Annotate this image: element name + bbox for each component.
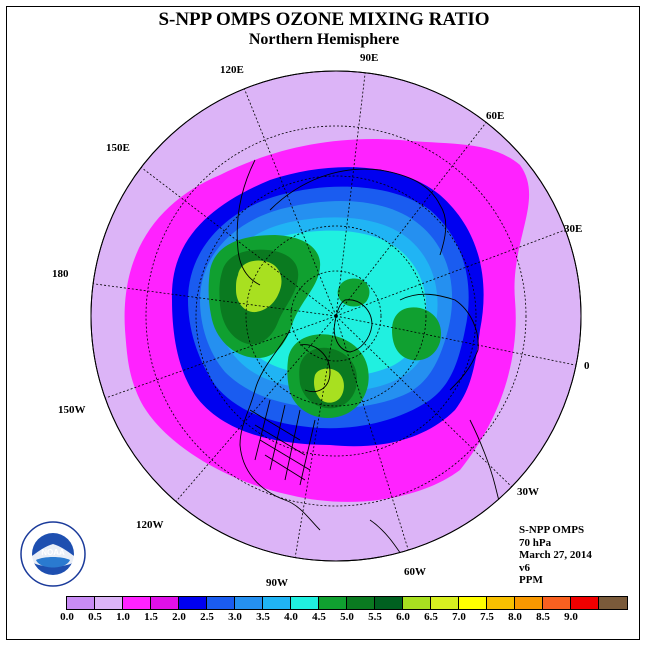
noaa-logo-text: NOAA bbox=[41, 548, 65, 557]
colorbar-swatch bbox=[431, 597, 459, 609]
colorbar-tick-label: 7.0 bbox=[452, 611, 466, 623]
lon-label-90e: 90E bbox=[360, 52, 379, 64]
colorbar-tick-label: 9.0 bbox=[564, 611, 578, 623]
colorbar-tick-label: 5.5 bbox=[368, 611, 382, 623]
colorbar-swatch bbox=[571, 597, 599, 609]
lon-label-60e: 60E bbox=[486, 110, 505, 122]
colorbar bbox=[66, 596, 628, 610]
colorbar-swatch bbox=[599, 597, 627, 609]
colorbar-swatch bbox=[67, 597, 95, 609]
info-instrument: S-NPP OMPS bbox=[519, 524, 585, 536]
colorbar-swatch bbox=[459, 597, 487, 609]
map-title: S-NPP OMPS OZONE MIXING RATIO bbox=[158, 9, 490, 30]
lon-label-30e: 30E bbox=[564, 223, 583, 235]
coast-north-america bbox=[239, 329, 321, 531]
lon-label-0: 0 bbox=[584, 360, 590, 372]
colorbar-tick-label: 8.5 bbox=[536, 611, 550, 623]
lon-label-90w: 90W bbox=[266, 577, 288, 589]
lon-label-150e: 150E bbox=[106, 142, 130, 154]
colorbar-swatch bbox=[151, 597, 179, 609]
lon-label-120w: 120W bbox=[136, 519, 164, 531]
coast-hudson-bay bbox=[299, 344, 331, 392]
colorbar-swatch bbox=[291, 597, 319, 609]
coast-europe bbox=[399, 293, 479, 391]
info-units: PPM bbox=[519, 574, 543, 586]
colorbar-swatch bbox=[207, 597, 235, 609]
colorbar-tick-label: 6.5 bbox=[424, 611, 438, 623]
coast-greenland bbox=[333, 299, 373, 353]
lon-label-60w: 60W bbox=[404, 566, 426, 578]
colorbar-swatch bbox=[235, 597, 263, 609]
colorbar-swatch bbox=[543, 597, 571, 609]
us-grid bbox=[249, 399, 316, 486]
colorbar-swatch bbox=[95, 597, 123, 609]
ozone-field-4.5c bbox=[392, 307, 442, 361]
colorbar-tick-label: 3.0 bbox=[228, 611, 242, 623]
lon-label-180: 180 bbox=[52, 268, 69, 280]
info-block: S-NPP OMPS 70 hPa March 27, 2014 v6 PPM bbox=[519, 524, 592, 587]
lon-label-150w: 150W bbox=[58, 404, 86, 416]
colorbar-tick-label: 0.0 bbox=[60, 611, 74, 623]
ozone-field-5.5b bbox=[314, 368, 344, 403]
colorbar-swatch bbox=[123, 597, 151, 609]
colorbar-tick-label: 2.5 bbox=[200, 611, 214, 623]
colorbar-tick-label: 0.5 bbox=[88, 611, 102, 623]
colorbar-swatch bbox=[515, 597, 543, 609]
colorbar-tick-label: 3.5 bbox=[256, 611, 270, 623]
colorbar-swatch bbox=[375, 597, 403, 609]
colorbar-tick-label: 4.5 bbox=[312, 611, 326, 623]
coast-east-asia bbox=[236, 159, 261, 286]
coast-asia bbox=[269, 168, 447, 256]
colorbar-tick-label: 5.0 bbox=[340, 611, 354, 623]
colorbar-swatch bbox=[487, 597, 515, 609]
plot-frame bbox=[6, 6, 640, 640]
colorbar-tick-label: 6.0 bbox=[396, 611, 410, 623]
colorbar-swatch bbox=[263, 597, 291, 609]
colorbar-tick-label: 1.5 bbox=[144, 611, 158, 623]
colorbar-swatch bbox=[319, 597, 347, 609]
lon-label-30w: 30W bbox=[517, 486, 539, 498]
colorbar-tick-label: 7.5 bbox=[480, 611, 494, 623]
ozone-field-5.5 bbox=[236, 260, 282, 313]
colorbar-tick-label: 8.0 bbox=[508, 611, 522, 623]
colorbar-swatch bbox=[403, 597, 431, 609]
map-subtitle: Northern Hemisphere bbox=[248, 31, 400, 48]
lon-label-120e: 120E bbox=[220, 64, 244, 76]
colorbar-tick-label: 2.0 bbox=[172, 611, 186, 623]
colorbar-swatch bbox=[347, 597, 375, 609]
info-version: v6 bbox=[519, 561, 530, 574]
colorbar-tick-label: 1.0 bbox=[116, 611, 130, 623]
info-date: March 27, 2014 bbox=[519, 549, 592, 561]
noaa-logo: NOAA bbox=[20, 521, 86, 587]
colorbar-tick-label: 4.0 bbox=[284, 611, 298, 623]
colorbar-swatch bbox=[179, 597, 207, 609]
info-level: 70 hPa bbox=[519, 536, 552, 549]
